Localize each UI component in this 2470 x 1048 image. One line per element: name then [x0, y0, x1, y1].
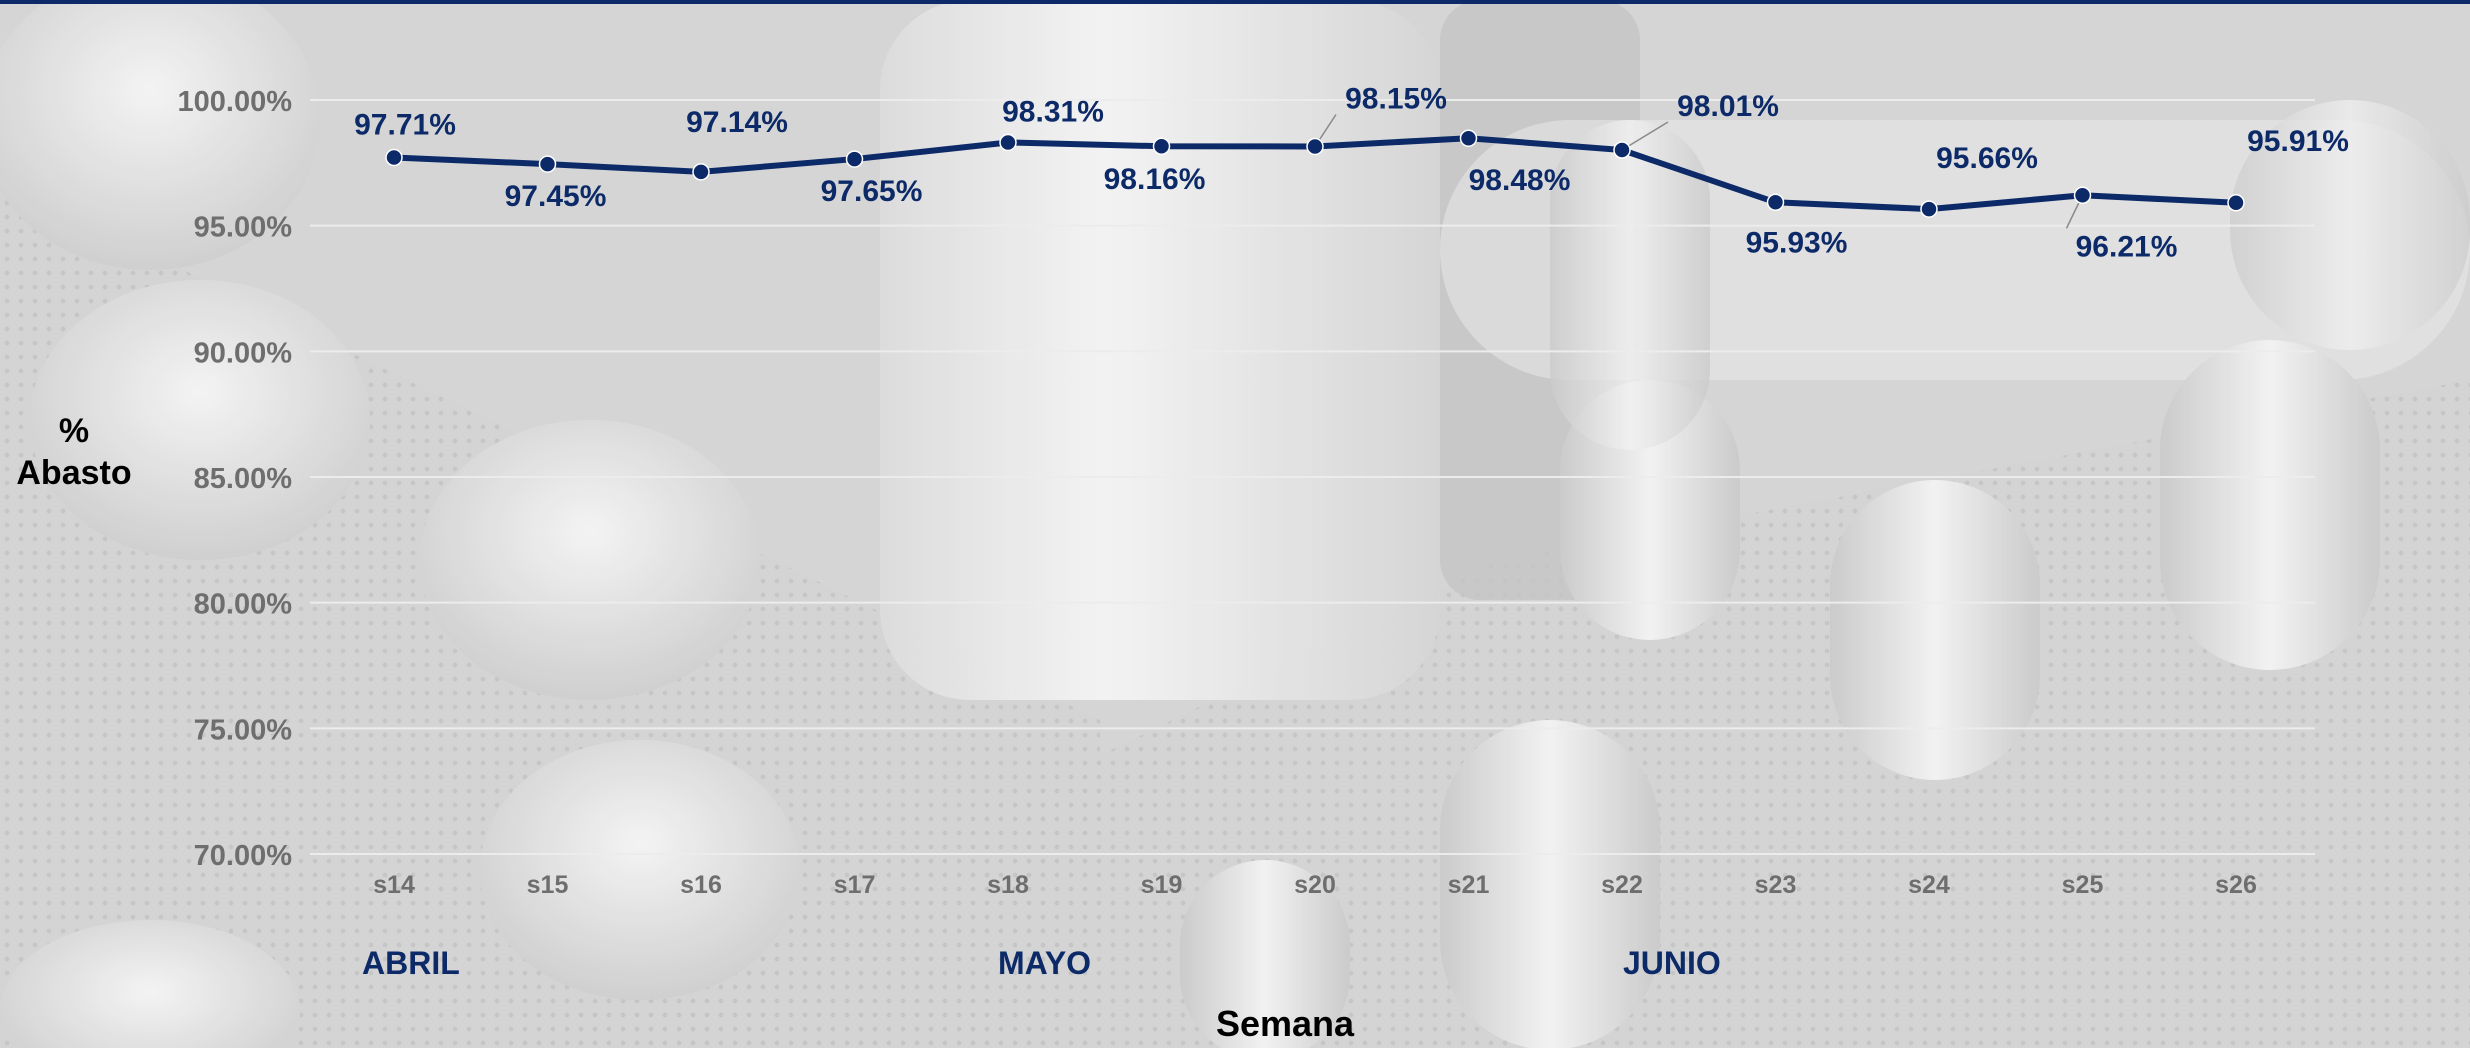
data-label: 98.16% — [1104, 163, 1206, 196]
y-tick-label: 100.00% — [178, 86, 293, 118]
x-axis-title: Semana — [1100, 1003, 1470, 1045]
x-tick-label: s26 — [2215, 871, 2257, 899]
data-point — [1307, 138, 1323, 154]
y-tick-label: 70.00% — [194, 840, 293, 872]
x-tick-label: s24 — [1908, 871, 1950, 899]
y-tick-label: 90.00% — [194, 337, 293, 369]
x-tick-label: s25 — [2062, 871, 2104, 899]
x-tick-label: s19 — [1141, 871, 1183, 899]
x-tick-label: s15 — [527, 871, 569, 899]
data-label: 97.71% — [354, 109, 456, 142]
data-label: 97.65% — [821, 175, 923, 208]
data-label: 95.93% — [1746, 226, 1848, 259]
data-point — [2228, 195, 2244, 211]
x-tick-label: s21 — [1448, 871, 1490, 899]
data-label: 97.45% — [505, 180, 607, 213]
data-label: 98.15% — [1345, 82, 1447, 115]
data-point — [1921, 201, 1937, 217]
data-label: 97.14% — [686, 106, 788, 139]
data-point — [1614, 142, 1630, 158]
x-tick-label: s14 — [373, 871, 415, 899]
data-point — [1768, 194, 1784, 210]
data-label: 98.48% — [1469, 164, 1571, 197]
x-tick-label: s22 — [1601, 871, 1643, 899]
y-tick-label: 80.00% — [194, 589, 293, 621]
y-axis-title-line-1: % — [0, 410, 148, 452]
data-label: 95.66% — [1936, 142, 2038, 175]
data-label: 98.31% — [1002, 95, 1104, 128]
y-axis-title-line-2: Abasto — [0, 452, 148, 494]
data-point — [540, 156, 556, 172]
data-label: 96.21% — [2076, 230, 2178, 263]
x-tick-label: s17 — [834, 871, 876, 899]
header-accent-bar — [0, 0, 2470, 4]
data-label: 95.91% — [2247, 125, 2349, 158]
x-tick-label: s16 — [680, 871, 722, 899]
data-label: 98.01% — [1677, 90, 1779, 123]
data-point — [847, 151, 863, 167]
x-tick-label: s20 — [1294, 871, 1336, 899]
y-tick-label: 85.00% — [194, 463, 293, 495]
month-label-mayo: MAYO — [998, 945, 1091, 982]
data-point — [1461, 130, 1477, 146]
y-axis-title: % Abasto — [0, 410, 148, 494]
data-point — [386, 150, 402, 166]
month-label-abril: ABRIL — [362, 945, 460, 982]
data-point — [1154, 138, 1170, 154]
x-tick-label: s18 — [987, 871, 1029, 899]
y-tick-label: 95.00% — [194, 212, 293, 244]
y-tick-label: 75.00% — [194, 714, 293, 746]
data-point — [693, 164, 709, 180]
month-label-junio: JUNIO — [1623, 945, 1721, 982]
data-point — [2075, 187, 2091, 203]
data-point — [1000, 134, 1016, 150]
x-tick-label: s23 — [1755, 871, 1797, 899]
